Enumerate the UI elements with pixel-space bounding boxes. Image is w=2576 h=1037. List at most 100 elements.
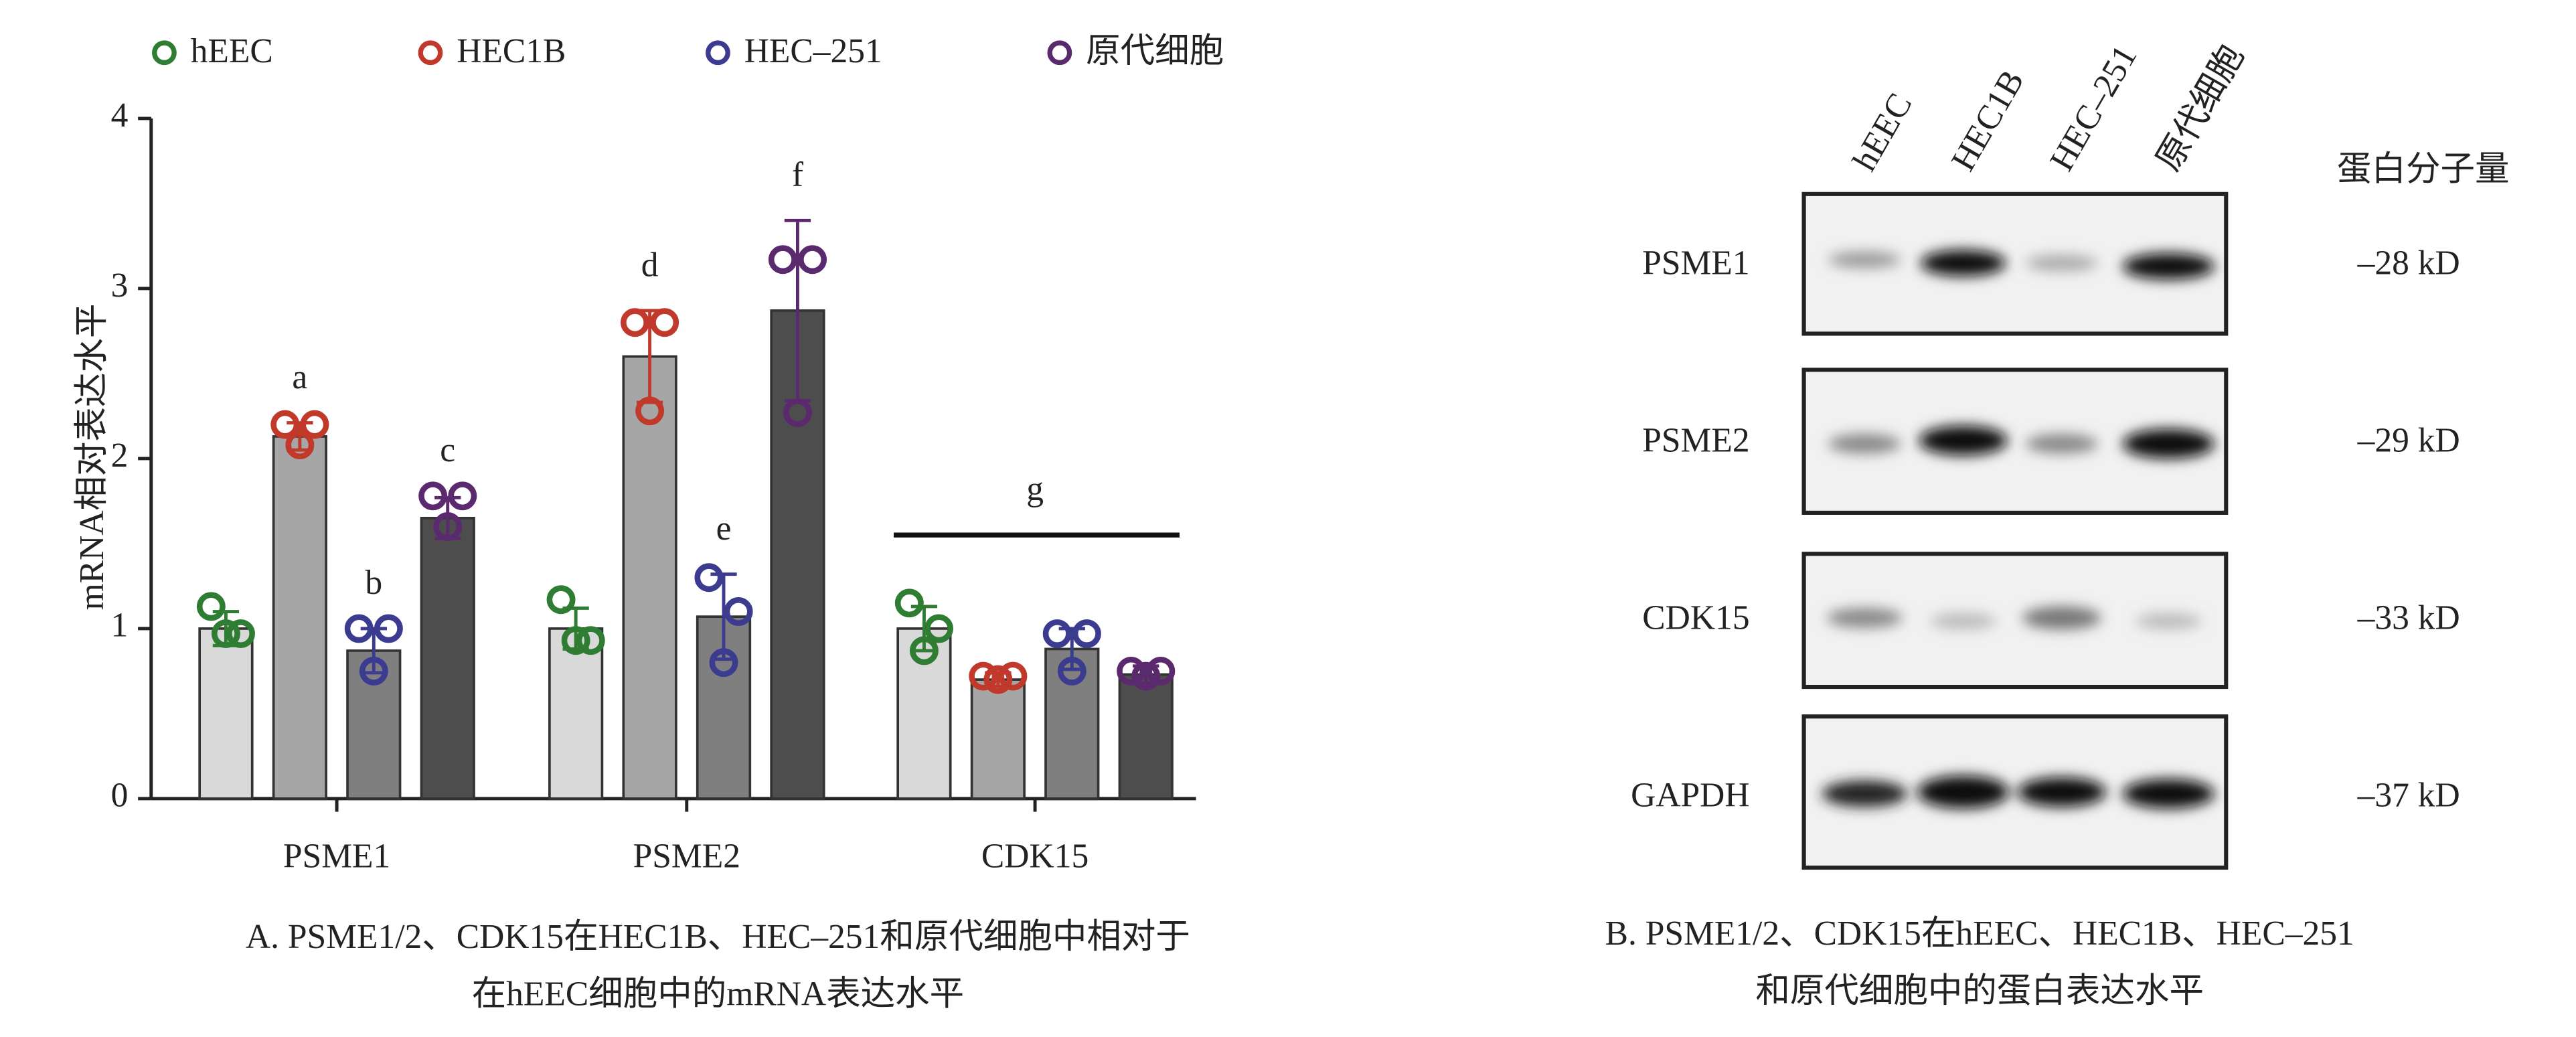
lane-label: 原代细胞 [2150,39,2251,177]
lane-label: HEC–251 [2042,39,2144,177]
significance-label: f [792,156,804,194]
band [1920,250,2006,276]
band [2017,777,2107,807]
row-label: CDK15 [1642,599,1749,637]
data-point [768,245,797,274]
row-label: GAPDH [1631,777,1749,815]
band [2122,779,2215,809]
legend-marker [706,40,730,66]
data-point [998,661,1028,691]
data-point [650,308,679,337]
band [1826,608,1903,628]
data-point [635,396,665,426]
y-tick-label: 2 [111,436,129,475]
data-point [983,665,1013,694]
data-point [448,481,477,511]
data-point [546,585,576,615]
data-point [561,626,590,655]
x-tick-label: PSME1 [283,837,390,876]
data-point [909,636,939,665]
x-tick-label: CDK15 [981,837,1089,876]
data-point [374,614,403,643]
row-label: PSME2 [1642,422,1749,460]
data-point [344,614,374,643]
band [2136,613,2202,630]
mw-label: –33 kD [2357,599,2460,637]
data-point [576,626,605,655]
legend-label: hEEC [191,32,273,70]
legend-marker [152,40,177,66]
data-point [1042,619,1072,649]
band [2025,254,2098,272]
data-point [1131,661,1161,691]
data-point [418,481,448,511]
mw-header: 蛋白分子量 [2337,151,2510,189]
data-point [433,512,463,541]
band [1917,775,2010,809]
y-tick-label: 0 [111,777,129,815]
caption: A. PSME1/2、CDK15在HEC1B、HEC–251和原代细胞中相对于 [246,918,1190,956]
legend-label: HEC–251 [744,32,882,70]
data-point [270,410,300,439]
data-point [969,661,998,691]
caption: B. PSME1/2、CDK15在hEEC、HEC1B、HEC–251 [1605,914,2354,953]
lane-label: HEC1B [1944,64,2032,177]
data-point [300,410,329,439]
bar [272,435,327,800]
lane-label: hEEC [1846,87,1920,177]
bar [622,355,677,800]
data-point [226,619,255,649]
y-tick-label: 1 [111,607,129,645]
data-point [211,619,240,649]
data-point [1057,656,1086,686]
row-label: PSME1 [1642,244,1749,283]
data-point [1072,619,1101,649]
data-point [783,398,812,427]
band [2022,606,2101,630]
blot-panels [1801,191,2229,870]
bar [970,678,1026,800]
band [1828,434,1901,454]
legend-label: 原代细胞 [1086,32,1224,70]
legend-marker [418,40,443,66]
data-point [894,588,924,618]
bar [346,649,402,800]
legend-marker [1047,40,1072,66]
data-point [1117,656,1146,686]
caption: 在hEEC细胞中的mRNA表达水平 [472,975,965,1014]
band [1828,251,1901,268]
significance-label: d [641,246,659,284]
data-point [924,614,953,643]
data-point [709,648,738,677]
y-tick-label: 3 [111,266,129,305]
y-tick-label: 4 [111,96,129,135]
band [2122,428,2215,459]
group-label: g [1026,470,1044,508]
data-point [724,597,753,626]
data-point [621,308,649,337]
data-point [694,563,724,592]
band [2122,253,2215,280]
blot-bands [1822,250,2215,809]
significance-label: a [292,358,307,396]
bar [896,627,952,800]
data-point [359,656,388,686]
data-point [1146,656,1176,686]
mw-label: –37 kD [2357,777,2460,815]
band [1822,780,1908,807]
band [2025,434,2098,454]
mw-label: –28 kD [2357,244,2460,283]
band [1930,613,1996,630]
bar [1044,647,1100,800]
significance-label: e [716,509,732,548]
legend-label: HEC1B [457,32,566,70]
data-point [798,245,827,274]
bar [548,627,604,800]
bar [420,516,475,800]
bar [198,627,254,800]
significance-label: c [440,431,455,469]
data-point [196,592,226,621]
data-point [285,430,315,460]
mw-label: –29 kD [2357,422,2460,460]
